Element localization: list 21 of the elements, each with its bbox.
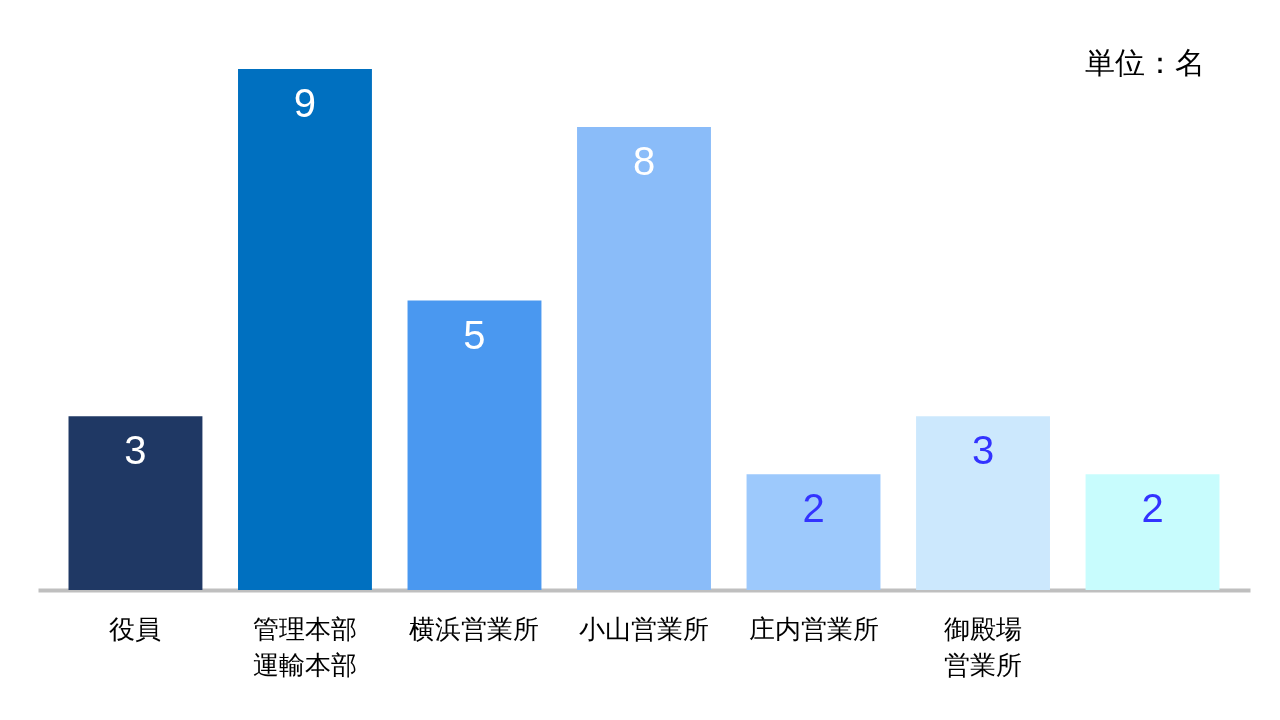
x-tick-label: 管理本部運輸本部 bbox=[252, 613, 357, 680]
data-label: 8 bbox=[632, 138, 656, 183]
bar bbox=[407, 300, 542, 590]
x-tick-label: 横浜営業所 bbox=[409, 613, 540, 644]
data-label: 2 bbox=[802, 486, 825, 531]
bar bbox=[577, 126, 711, 590]
data-label: 9 bbox=[293, 81, 317, 125]
x-tick-label: 御殿場営業所 bbox=[944, 613, 1023, 680]
bar bbox=[68, 416, 203, 590]
data-label: 2 bbox=[1141, 486, 1164, 531]
data-label: 3 bbox=[971, 428, 995, 473]
data-label: 5 bbox=[463, 312, 486, 357]
bar bbox=[916, 416, 1050, 590]
bar bbox=[746, 474, 881, 590]
bar bbox=[238, 69, 372, 590]
x-tick-label: 庄内営業所 bbox=[748, 613, 879, 644]
data-label: 3 bbox=[124, 428, 147, 473]
bar bbox=[1085, 474, 1220, 590]
x-tick-label: 小山営業所 bbox=[579, 613, 709, 644]
x-tick-label: 役員 bbox=[109, 613, 162, 644]
annotation: 単位：名 bbox=[1085, 45, 1205, 80]
